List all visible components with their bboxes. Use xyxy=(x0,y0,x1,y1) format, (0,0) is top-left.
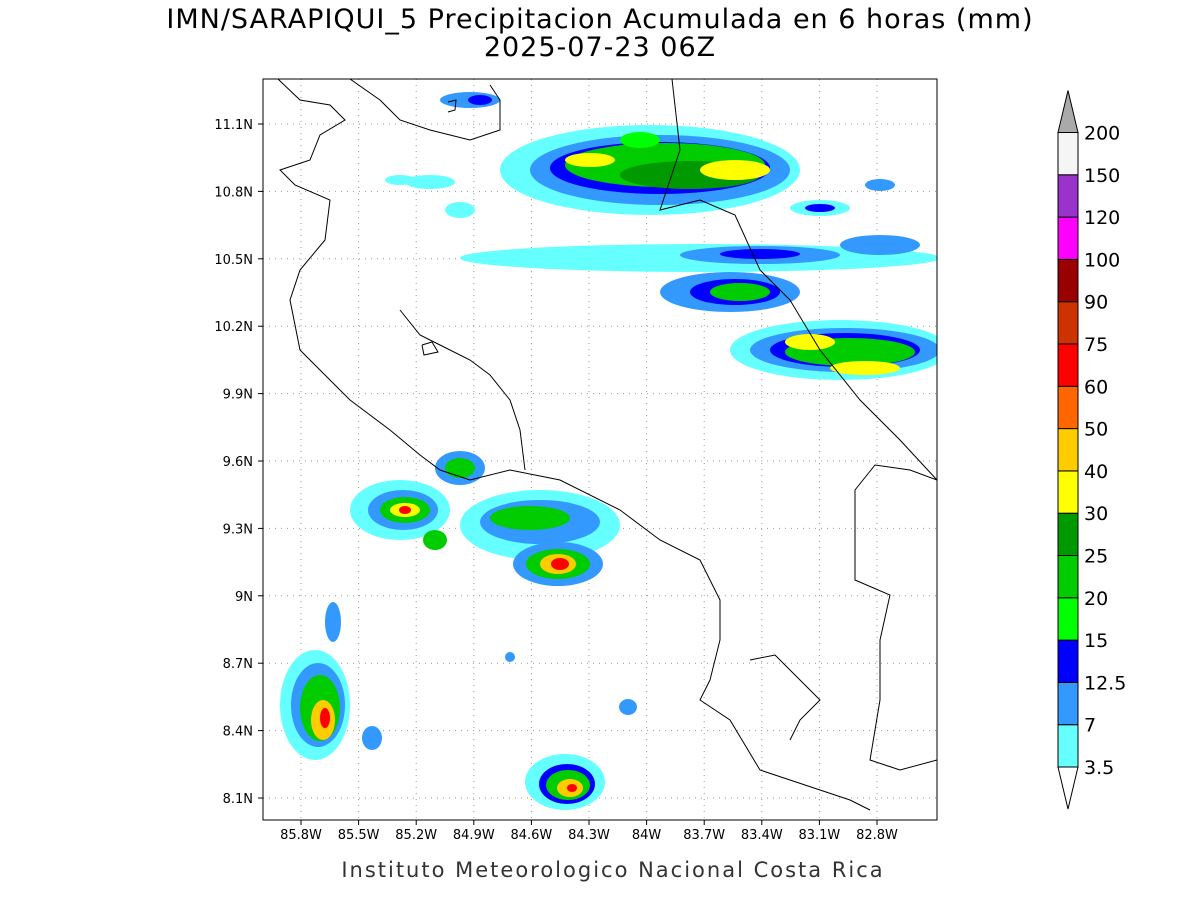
lat-label: 8.7N xyxy=(223,657,253,672)
colorbar-label: 200 xyxy=(1084,123,1120,145)
lat-label: 8.4N xyxy=(223,725,253,740)
lat-label: 11.1N xyxy=(214,118,253,133)
colorbar-label: 12.5 xyxy=(1084,672,1126,694)
colorbar-label: 150 xyxy=(1084,165,1120,187)
colorbar-label: 120 xyxy=(1084,207,1120,229)
colorbar-label: 20 xyxy=(1084,588,1108,610)
colorbar-box xyxy=(1057,555,1079,599)
colorbar: 3.5 7 12.5 15 20 25 30 40 50 60 75 90 100 120 150 200 xyxy=(1057,90,1126,810)
colorbar-label: 40 xyxy=(1084,461,1108,483)
precipitation-field xyxy=(277,79,937,811)
colorbar-below xyxy=(1057,766,1079,810)
lat-label: 10.8N xyxy=(214,185,253,200)
colorbar-box xyxy=(1057,512,1079,557)
colorbar-box xyxy=(1057,343,1079,387)
lon-label: 84.6W xyxy=(510,828,552,843)
colorbar-box xyxy=(1057,385,1079,430)
colorbar-label: 60 xyxy=(1084,376,1108,398)
lat-label: 9N xyxy=(235,590,253,605)
colorbar-box xyxy=(1057,428,1079,472)
lat-label: 8.1N xyxy=(223,792,253,807)
colorbar-label: 15 xyxy=(1084,630,1108,652)
lat-label: 9.9N xyxy=(223,388,253,403)
colorbar-box xyxy=(1057,174,1079,218)
lon-label: 83.7W xyxy=(683,828,725,843)
lat-label: 10.5N xyxy=(214,253,253,268)
colorbar-above xyxy=(1057,90,1079,133)
colorbar-label: 50 xyxy=(1084,419,1108,441)
lon-label: 83.4W xyxy=(741,828,783,843)
lat-label: 10.2N xyxy=(214,320,253,335)
colorbar-box xyxy=(1057,258,1079,303)
colorbar-label: 7 xyxy=(1084,715,1096,737)
colorbar-box xyxy=(1057,597,1079,641)
colorbar-box xyxy=(1057,132,1079,176)
lon-label: 82.8W xyxy=(856,828,898,843)
colorbar-box xyxy=(1057,639,1079,683)
title: IMN/SARAPIQUI_5 Precipitacion Acumulada … xyxy=(166,4,1033,35)
colorbar-box xyxy=(1057,681,1079,726)
colorbar-label: 3.5 xyxy=(1084,757,1114,779)
subtitle: 2025-07-23 06Z xyxy=(484,32,716,63)
lon-label: 84.9W xyxy=(453,828,495,843)
colorbar-label: 75 xyxy=(1084,334,1108,356)
lon-label: 85.2W xyxy=(395,828,437,843)
colorbar-label: 100 xyxy=(1084,249,1120,271)
colorbar-label: 90 xyxy=(1084,292,1108,314)
lat-label: 9.3N xyxy=(223,522,253,537)
footer: Instituto Meteorologico Nacional Costa R… xyxy=(341,858,884,882)
colorbar-box xyxy=(1057,470,1079,514)
plot-frame xyxy=(262,78,938,821)
lon-label: 84.3W xyxy=(568,828,610,843)
colorbar-box xyxy=(1057,216,1079,260)
colorbar-label: 30 xyxy=(1084,503,1108,525)
lon-label: 85.8W xyxy=(280,828,322,843)
colorbar-label: 25 xyxy=(1084,546,1108,568)
lon-label: 84W xyxy=(632,828,662,843)
lon-label: 85.5W xyxy=(338,828,380,843)
lat-label: 9.6N xyxy=(223,455,253,470)
colorbar-box xyxy=(1057,724,1079,768)
colorbar-box xyxy=(1057,301,1079,345)
axis-labels: 85.8W 85.5W 85.2W 84.9W 84.6W 84.3W 84W 83.7W 83… xyxy=(214,118,898,843)
lon-label: 83.1W xyxy=(798,828,840,843)
